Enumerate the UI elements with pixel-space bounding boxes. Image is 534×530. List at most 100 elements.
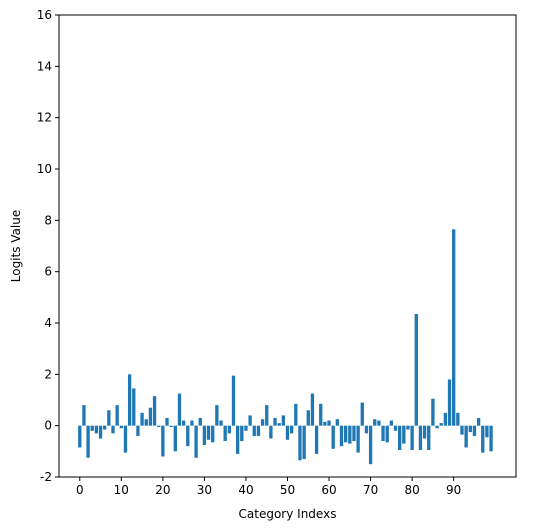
bar-46 <box>269 425 273 439</box>
bar-59 <box>323 421 327 426</box>
bar-83 <box>422 425 427 439</box>
bar-19 <box>157 425 161 427</box>
bar-85 <box>431 398 435 426</box>
bar-77 <box>398 425 402 451</box>
bar-21 <box>165 417 169 426</box>
bar-15 <box>140 412 144 426</box>
bar-84 <box>427 425 431 451</box>
bars-group <box>78 229 493 465</box>
bar-78 <box>402 425 406 444</box>
x-tick-label: 70 <box>363 483 378 497</box>
bar-89 <box>447 379 452 426</box>
bar-18 <box>152 396 157 426</box>
bar-35 <box>223 425 227 442</box>
bar-26 <box>186 425 190 447</box>
bar-37 <box>231 375 236 426</box>
bar-38 <box>235 425 240 454</box>
x-tick-label: 0 <box>76 483 84 497</box>
bar-53 <box>298 425 302 461</box>
bar-50 <box>285 425 290 440</box>
x-tick-label: 20 <box>155 483 170 497</box>
x-tick-label: 10 <box>114 483 129 497</box>
y-tick-label: 0 <box>44 419 52 433</box>
bar-56 <box>310 393 315 426</box>
bar-69 <box>364 425 369 434</box>
bar-45 <box>265 405 269 426</box>
bar-40 <box>244 425 248 431</box>
plot-frame <box>58 14 517 478</box>
bar-47 <box>273 417 277 426</box>
bar-93 <box>464 425 468 448</box>
y-tick-label: 4 <box>44 316 52 330</box>
x-tick-label: 80 <box>404 483 419 497</box>
bar-42 <box>252 425 256 436</box>
bar-16 <box>144 419 148 426</box>
y-tick-label: 10 <box>37 162 52 176</box>
bar-5 <box>98 425 103 439</box>
bar-99 <box>489 425 493 452</box>
bar-20 <box>161 425 165 457</box>
bar-10 <box>119 425 123 429</box>
bar-88 <box>443 412 448 426</box>
x-tick-label: 30 <box>197 483 212 497</box>
y-tick-label: 6 <box>44 265 52 279</box>
bar-91 <box>456 412 460 426</box>
bar-57 <box>314 425 319 454</box>
bar-0 <box>78 425 82 448</box>
bar-30 <box>202 425 207 445</box>
bar-67 <box>356 425 360 453</box>
bar-22 <box>169 425 173 427</box>
y-axis-ticks: -2 0 2 4 6 8 10 12 14 16 <box>37 8 59 484</box>
bar-64 <box>344 425 348 443</box>
bar-8 <box>111 425 115 434</box>
bar-2 <box>86 425 90 458</box>
bar-61 <box>331 425 335 449</box>
bar-41 <box>248 415 252 426</box>
bar-86 <box>435 425 439 429</box>
bar-11 <box>123 425 128 453</box>
bar-13 <box>132 388 136 426</box>
bar-34 <box>219 420 223 426</box>
bar-24 <box>177 393 182 426</box>
bar-75 <box>389 420 394 426</box>
bar-68 <box>360 402 364 426</box>
bar-96 <box>476 417 481 426</box>
y-tick-label: 2 <box>44 367 52 381</box>
bar-55 <box>306 410 310 426</box>
bar-60 <box>327 420 331 426</box>
x-tick-label: 90 <box>446 483 461 497</box>
bar-39 <box>240 425 244 442</box>
bar-29 <box>198 417 202 426</box>
bar-12 <box>127 374 132 426</box>
bar-6 <box>103 425 107 430</box>
bar-80 <box>410 425 414 451</box>
bar-98 <box>485 425 489 438</box>
bar-73 <box>381 425 385 442</box>
bar-27 <box>190 420 194 426</box>
bar-90 <box>452 229 456 426</box>
bar-25 <box>181 420 186 426</box>
bar-94 <box>468 425 472 433</box>
y-tick-label: -2 <box>40 470 52 484</box>
bar-95 <box>472 425 477 436</box>
bar-92 <box>460 425 464 435</box>
bar-54 <box>302 425 306 460</box>
bar-66 <box>352 425 356 442</box>
x-tick-label: 40 <box>238 483 253 497</box>
y-tick-label: 14 <box>37 59 52 73</box>
bar-23 <box>173 425 177 452</box>
bar-32 <box>211 425 215 443</box>
bar-14 <box>136 425 140 436</box>
x-axis-label: Category Indexs <box>239 507 337 521</box>
bar-79 <box>406 425 410 430</box>
x-tick-label: 50 <box>280 483 295 497</box>
bar-3 <box>90 425 94 431</box>
bar-28 <box>194 425 198 458</box>
bar-49 <box>281 415 285 426</box>
bar-62 <box>335 419 340 426</box>
bar-31 <box>206 425 211 440</box>
bar-33 <box>215 405 219 426</box>
bar-58 <box>319 403 323 426</box>
bar-82 <box>418 425 423 451</box>
